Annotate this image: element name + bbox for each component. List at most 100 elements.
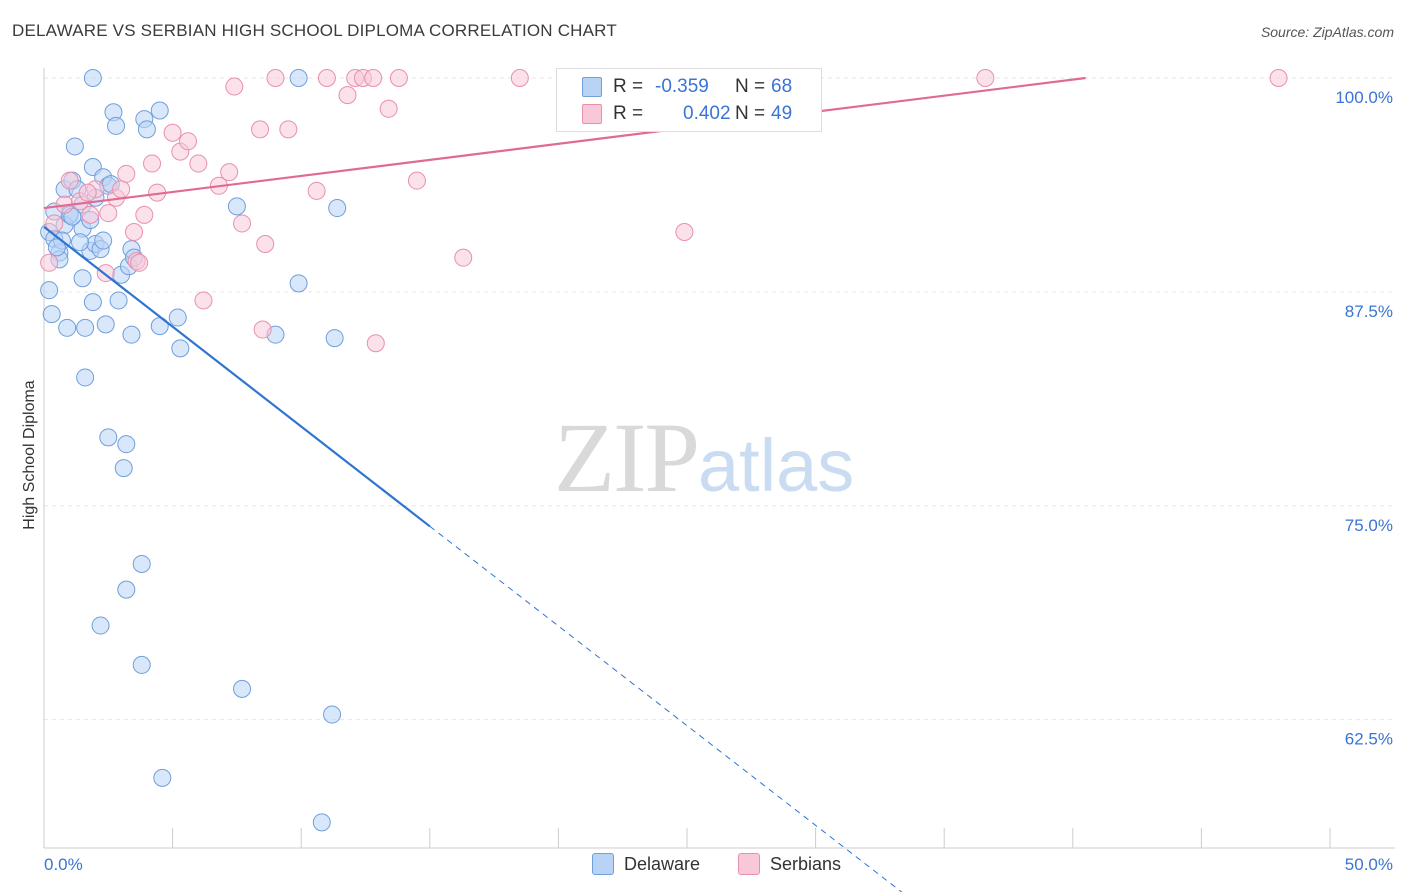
data-point-serbians bbox=[251, 120, 270, 139]
bottom-legend-serbians: Serbians bbox=[738, 852, 841, 876]
data-point-serbians bbox=[379, 99, 398, 118]
data-point-delaware bbox=[99, 428, 118, 447]
data-point-delaware bbox=[325, 329, 344, 348]
watermark-atlas: atlas bbox=[698, 424, 855, 507]
data-point-serbians bbox=[510, 69, 529, 87]
x-tick-label-min: 0.0% bbox=[44, 855, 83, 874]
trend-line-extension-delaware bbox=[429, 525, 903, 892]
legend-box: R = -0.359 N = 68 R = 0.402 N = 49 bbox=[556, 68, 822, 132]
legend-swatch-delaware bbox=[582, 77, 602, 97]
data-point-delaware bbox=[73, 269, 92, 288]
bottom-legend-label-delaware: Delaware bbox=[624, 853, 701, 874]
bottom-legend-delaware: Delaware bbox=[592, 852, 700, 876]
data-point-serbians bbox=[220, 163, 239, 182]
data-point-serbians bbox=[45, 214, 64, 233]
trend-line-serbians bbox=[43, 76, 1086, 210]
data-point-serbians bbox=[389, 69, 408, 87]
data-point-delaware bbox=[171, 339, 190, 358]
data-point-delaware bbox=[137, 120, 156, 139]
data-point-serbians bbox=[117, 164, 136, 183]
data-point-serbians bbox=[225, 77, 244, 96]
data-point-delaware bbox=[132, 655, 151, 674]
data-point-serbians bbox=[78, 183, 97, 202]
chart-title: DELAWARE VS SERBIAN HIGH SCHOOL DIPLOMA … bbox=[12, 21, 617, 40]
data-point-serbians bbox=[112, 180, 131, 199]
watermark-zip: ZIP bbox=[554, 402, 700, 513]
data-point-delaware bbox=[132, 554, 151, 573]
legend-n-value-serbians: 49 bbox=[771, 103, 793, 124]
data-point-serbians bbox=[279, 120, 298, 139]
data-point-serbians bbox=[233, 214, 252, 233]
data-point-delaware bbox=[109, 291, 128, 310]
data-point-serbians bbox=[364, 69, 383, 87]
data-point-serbians bbox=[407, 171, 426, 190]
y-tick-label: 62.5% bbox=[1345, 730, 1393, 749]
data-point-serbians bbox=[163, 123, 182, 142]
data-point-delaware bbox=[47, 238, 66, 257]
data-point-delaware bbox=[65, 137, 84, 156]
data-point-serbians bbox=[130, 253, 149, 272]
data-point-delaware bbox=[289, 274, 308, 293]
data-point-delaware bbox=[114, 459, 133, 478]
data-point-serbians bbox=[194, 291, 213, 310]
data-point-delaware bbox=[168, 308, 187, 327]
data-point-delaware bbox=[58, 318, 77, 337]
y-tick-label: 100.0% bbox=[1335, 88, 1393, 107]
chart-source: Source: ZipAtlas.com bbox=[1260, 24, 1394, 40]
data-point-delaware bbox=[312, 813, 331, 832]
data-point-delaware bbox=[233, 679, 252, 698]
data-point-delaware bbox=[150, 101, 169, 120]
data-point-delaware bbox=[76, 318, 95, 337]
data-point-delaware bbox=[94, 231, 113, 250]
data-point-delaware bbox=[83, 293, 102, 312]
data-point-serbians bbox=[189, 154, 208, 173]
data-point-delaware bbox=[328, 199, 347, 218]
legend-swatch-serbians bbox=[582, 104, 602, 124]
data-point-delaware bbox=[323, 705, 342, 724]
data-point-serbians bbox=[307, 181, 326, 200]
data-point-serbians bbox=[253, 320, 272, 339]
data-point-delaware bbox=[76, 368, 95, 387]
data-point-serbians bbox=[81, 205, 100, 224]
legend-n-value-delaware: 68 bbox=[771, 76, 793, 97]
y-tick-label: 75.0% bbox=[1345, 516, 1393, 535]
data-point-delaware bbox=[107, 116, 126, 135]
data-point-delaware bbox=[117, 435, 136, 454]
legend-r-value-serbians: 0.402 bbox=[683, 103, 731, 124]
data-point-delaware bbox=[71, 233, 90, 252]
legend-n-label-serbians: N = bbox=[735, 103, 766, 124]
data-point-serbians bbox=[317, 69, 336, 87]
data-point-serbians bbox=[135, 205, 154, 224]
data-point-delaware bbox=[117, 580, 136, 599]
data-point-delaware bbox=[40, 281, 59, 300]
data-point-delaware bbox=[83, 69, 102, 87]
watermark: ZIPatlas bbox=[554, 400, 854, 515]
data-point-serbians bbox=[338, 86, 357, 105]
data-point-serbians bbox=[976, 69, 995, 87]
data-point-serbians bbox=[179, 132, 198, 151]
legend-r-label-delaware: R = bbox=[613, 76, 644, 97]
data-point-delaware bbox=[289, 69, 308, 87]
data-point-delaware bbox=[91, 616, 110, 635]
legend-n-label-delaware: N = bbox=[735, 76, 766, 97]
data-point-delaware bbox=[122, 325, 141, 344]
data-point-serbians bbox=[60, 171, 79, 190]
data-point-serbians bbox=[40, 253, 59, 272]
trend-line-delaware bbox=[43, 225, 431, 528]
data-point-delaware bbox=[153, 768, 172, 787]
x-tick-label-max: 50.0% bbox=[1345, 855, 1393, 874]
bottom-legend-label-serbians: Serbians bbox=[770, 853, 842, 874]
data-point-serbians bbox=[366, 334, 385, 353]
data-point-serbians bbox=[143, 154, 162, 173]
bottom-legend-swatch-serbians bbox=[738, 853, 760, 875]
data-point-serbians bbox=[454, 248, 473, 267]
data-point-serbians bbox=[125, 223, 144, 241]
data-point-serbians bbox=[1269, 69, 1288, 87]
data-point-delaware bbox=[227, 197, 246, 216]
data-point-serbians bbox=[675, 223, 694, 241]
y-tick-label: 87.5% bbox=[1345, 302, 1393, 321]
data-point-delaware bbox=[96, 315, 115, 334]
data-point-serbians bbox=[256, 234, 275, 253]
data-point-serbians bbox=[99, 204, 118, 223]
